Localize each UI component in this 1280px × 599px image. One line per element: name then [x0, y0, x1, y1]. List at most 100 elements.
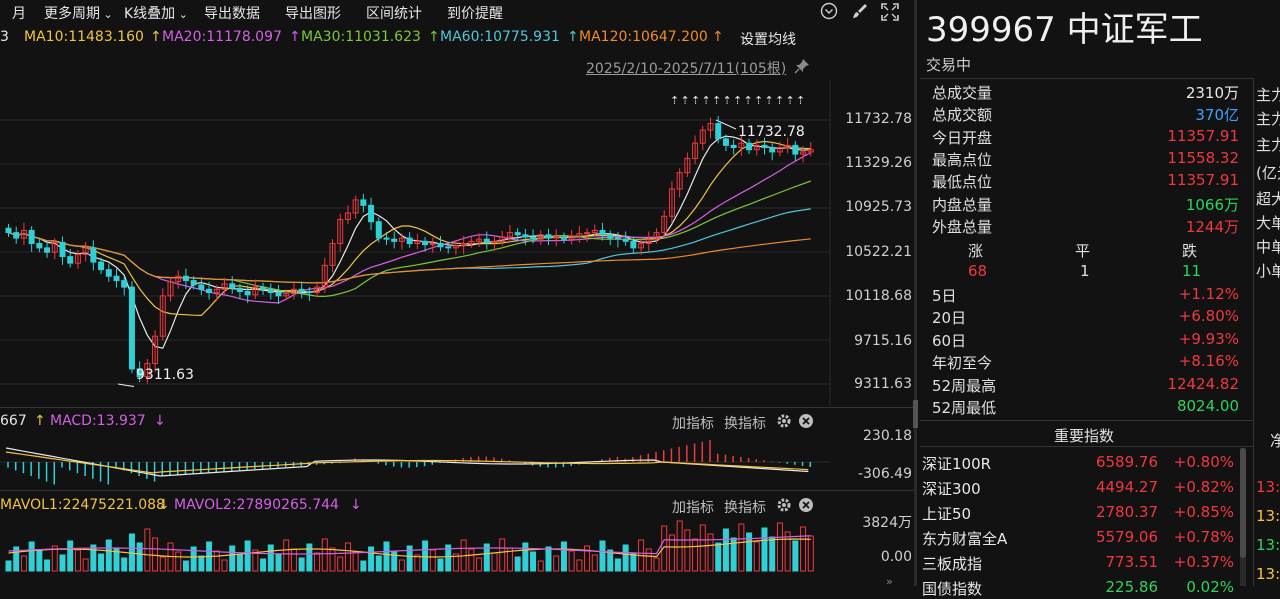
volume-bar — [352, 551, 359, 572]
kline-chart[interactable]: ⇡ ⇡ ⇡ ⇡ ⇡ ⇡ ⇡ ⇡ ⇡ ⇡ ⇡ ⇡ ⇡ — [0, 80, 916, 406]
price-alert-button[interactable]: 到价提醒 — [447, 6, 503, 22]
collapse-circle-icon[interactable] — [820, 2, 838, 24]
indices-scroll-thumb[interactable] — [1240, 448, 1246, 558]
volume-bar — [244, 540, 251, 572]
candle-body — [491, 240, 498, 243]
more-periods-dropdown[interactable]: 更多周期 ⌄ — [44, 6, 113, 22]
close-icon[interactable] — [798, 497, 814, 517]
mavol1-line — [8, 538, 811, 558]
splitter-handle[interactable] — [913, 400, 918, 428]
volume-bar — [306, 543, 313, 572]
volume-bar — [329, 547, 336, 572]
gear-icon[interactable] — [776, 497, 792, 517]
volume-bar — [483, 543, 490, 572]
candle-body — [221, 283, 228, 290]
switch-indicator-button[interactable]: 换指标 — [724, 416, 766, 432]
period-month[interactable]: 月 — [12, 6, 26, 22]
candle-body — [414, 240, 421, 245]
add-indicator-button[interactable]: 加指标 — [672, 500, 714, 516]
volume-bar — [5, 560, 12, 572]
volume-bar — [722, 528, 729, 572]
index-row-name[interactable]: 国债指数 — [922, 580, 983, 598]
volume-bar — [290, 548, 297, 572]
export-data-button[interactable]: 导出数据 — [204, 6, 260, 22]
volume-bar — [44, 559, 51, 572]
fund-flow-label: 主力 — [1256, 86, 1280, 104]
mavol1-label: MAVOL1:22475221.088 — [0, 497, 165, 513]
index-row-name[interactable]: 上证50 — [922, 505, 972, 523]
kline-overlay-dropdown[interactable]: K线叠加 ⌄ — [124, 6, 188, 22]
volume-bar — [59, 554, 66, 572]
volume-bar — [344, 542, 351, 572]
index-row-value: 5579.06 — [1095, 528, 1158, 546]
candle-body — [275, 292, 282, 297]
volume-bar — [360, 560, 367, 572]
gear-icon[interactable] — [776, 413, 792, 433]
volume-bar — [74, 549, 81, 572]
candle-body — [144, 362, 151, 378]
range-stats-button[interactable]: 区间统计 — [366, 6, 422, 22]
mavol2-label: MAVOL2:27890265.744 — [174, 497, 339, 513]
volume-bar — [121, 557, 128, 572]
date-range-label[interactable]: 2025/2/10-2025/7/11(105根) — [586, 61, 787, 77]
candle-body — [738, 142, 745, 149]
index-row-value: 2780.37 — [1095, 503, 1158, 521]
index-row-name[interactable]: 三板成指 — [922, 555, 983, 573]
export-image-button[interactable]: 导出图形 — [285, 6, 341, 22]
brush-icon[interactable] — [851, 2, 869, 24]
candle-body — [769, 147, 776, 153]
candle-body — [638, 243, 645, 249]
candle-body — [460, 243, 467, 247]
ma5-partial: 3 — [0, 29, 9, 45]
volume-bar — [375, 555, 382, 572]
pin-icon[interactable] — [794, 58, 810, 78]
volume-bar — [182, 560, 189, 572]
index-row-change: +0.78% — [1173, 528, 1234, 546]
candle-body — [44, 247, 51, 253]
up-arrow-icon: ⇡ — [754, 94, 763, 107]
candle-body — [692, 142, 699, 159]
index-row-name[interactable]: 东方财富全A — [922, 530, 1008, 548]
period-value: +8.16% — [1178, 352, 1239, 370]
period-value: +9.93% — [1178, 330, 1239, 348]
candle-body — [591, 229, 598, 234]
panel-splitter[interactable] — [914, 0, 917, 586]
candle-body — [260, 286, 267, 290]
scroll-arrows-icon[interactable]: » — [886, 575, 893, 588]
candle-body — [105, 269, 112, 277]
stat-label: 最高点位 — [932, 151, 993, 169]
period-value: 12424.82 — [1167, 375, 1239, 393]
candle-body — [553, 236, 560, 239]
index-row-value: 6589.76 — [1095, 453, 1158, 471]
index-row-name[interactable]: 深证100R — [922, 455, 992, 473]
candle-body — [20, 229, 27, 239]
volume-bar — [13, 546, 20, 572]
candle-body — [576, 233, 583, 237]
candle-body — [391, 238, 398, 242]
candle-body — [352, 199, 359, 214]
volume-bar — [568, 550, 575, 572]
fullscreen-icon[interactable] — [880, 2, 900, 26]
index-row-name[interactable]: 深证300 — [922, 480, 981, 498]
ma120-label: MA120:10647.200 — [579, 29, 708, 45]
candle-body — [537, 234, 544, 240]
volume-bar — [190, 546, 197, 572]
candle-body — [661, 215, 668, 234]
stat-value: 11357.91 — [1167, 171, 1239, 189]
switch-indicator-button[interactable]: 换指标 — [724, 500, 766, 516]
candle-body — [113, 275, 120, 282]
vol-axis-bottom: 0.00 — [880, 549, 912, 565]
candle-body — [283, 293, 290, 297]
add-indicator-button[interactable]: 加指标 — [672, 416, 714, 432]
volume-bar — [429, 549, 436, 572]
candle-body — [715, 123, 722, 140]
volume-bar — [337, 556, 344, 572]
volume-bar — [445, 544, 452, 572]
close-icon[interactable] — [798, 413, 814, 433]
ma-line — [8, 140, 811, 317]
volume-bar — [136, 542, 143, 572]
down-count-label: 跌 — [1182, 242, 1198, 260]
candle-body — [630, 240, 637, 249]
arrow-down-icon: ↓ — [158, 497, 170, 513]
candle-body — [252, 286, 259, 296]
